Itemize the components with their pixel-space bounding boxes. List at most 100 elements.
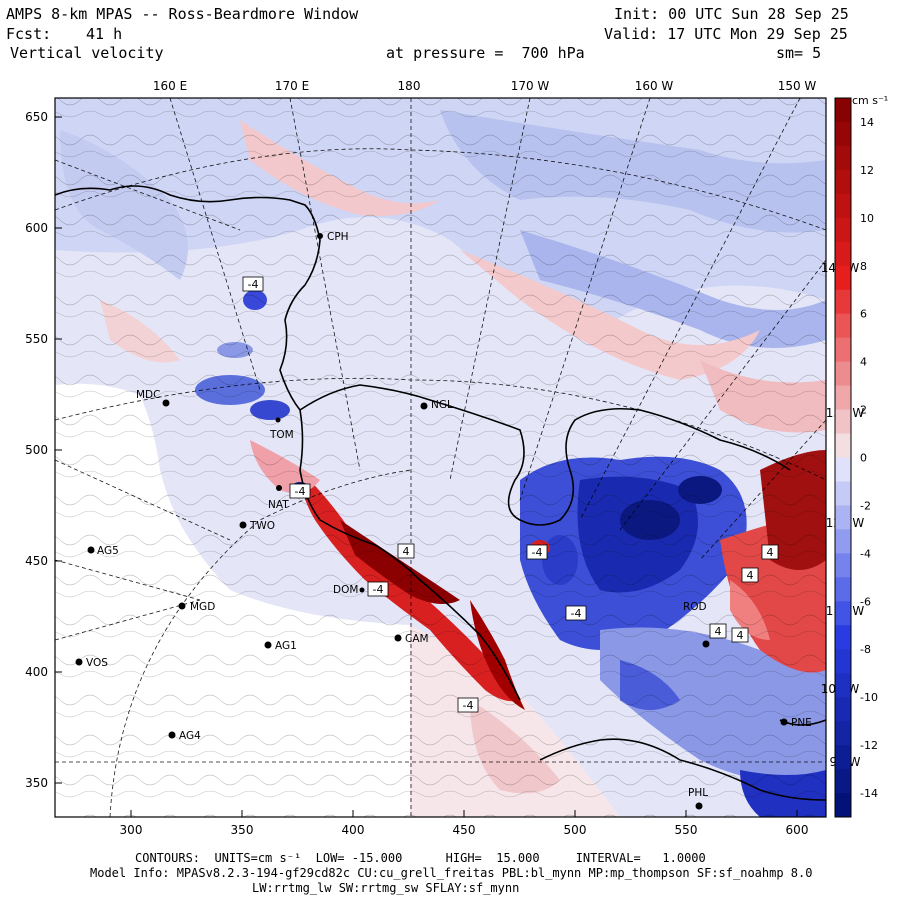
colorbar-units: cm s⁻¹: [852, 94, 888, 107]
valid-time: Valid: 17 UTC Mon 29 Sep 25: [604, 25, 848, 43]
colorbar-tick-label: 0: [860, 452, 867, 465]
svg-text:4: 4: [403, 545, 410, 558]
svg-text:TOM: TOM: [269, 429, 294, 441]
colorbar-step: [835, 241, 851, 267]
colorbar-tick-label: -2: [860, 499, 871, 512]
contour-label: -4: [242, 276, 264, 292]
colorbar-tick-label: 14: [860, 116, 874, 129]
colorbar-step: [835, 505, 851, 530]
svg-text:PNE: PNE: [791, 717, 812, 729]
x-label-400: 400: [342, 823, 365, 837]
svg-text:NGL: NGL: [431, 399, 453, 411]
colorbar-tick-label: 12: [860, 164, 874, 177]
colorbar-tick-label: -10: [860, 691, 878, 704]
coastline: [55, 185, 826, 801]
svg-text:AG4: AG4: [179, 730, 201, 742]
svg-text:MGD: MGD: [190, 601, 215, 613]
contour-label: 4: [397, 543, 415, 559]
svg-text:-4: -4: [463, 699, 474, 712]
colorbar-step: [835, 361, 851, 387]
colorbar-step: [835, 193, 851, 219]
colorbar-step: [835, 98, 851, 123]
lon-label-180: 180: [398, 79, 421, 93]
svg-text:AG1: AG1: [275, 640, 297, 652]
station-ag4: AG4: [168, 730, 201, 742]
svg-text:TWO: TWO: [249, 520, 275, 532]
station-cph: CPH: [317, 231, 349, 243]
colorbar-step: [835, 145, 851, 171]
colorbar-tick-label: -4: [860, 547, 871, 560]
colorbar-step: [835, 697, 851, 722]
svg-text:AG5: AG5: [97, 545, 119, 557]
contour-label: -4: [457, 697, 479, 713]
lon-label-160e: 160 E: [153, 79, 187, 93]
contour-label: 4: [709, 623, 727, 639]
svg-text:PHL: PHL: [688, 787, 708, 799]
colorbar-step: [835, 673, 851, 698]
svg-text:4: 4: [767, 546, 774, 559]
lon-label-160w: 160 W: [635, 79, 674, 93]
lon-label-170w: 170 W: [511, 79, 550, 93]
svg-text:4: 4: [747, 569, 754, 582]
contour-label: 4: [731, 627, 749, 643]
colorbar-step: [835, 649, 851, 674]
colorbar-step: [835, 217, 851, 243]
contour-label: 4: [741, 567, 759, 583]
contour-label: -4: [526, 544, 548, 560]
contours-info: CONTOURS: UNITS=cm s⁻¹ LOW= -15.000 HIGH…: [135, 851, 706, 865]
station-tom: TOM: [269, 417, 294, 441]
svg-text:4: 4: [737, 629, 744, 642]
svg-text:-4: -4: [295, 485, 306, 498]
y-label-450: 450: [25, 554, 48, 568]
svg-text:-4: -4: [248, 278, 259, 291]
svg-text:CAM: CAM: [405, 633, 429, 645]
station-cam: CAM: [394, 633, 429, 645]
lon-label-150w: 150 W: [778, 79, 817, 93]
contour-label: 4: [761, 544, 779, 560]
colorbar-step: [835, 409, 851, 435]
station-ag5: AG5: [87, 545, 119, 557]
colorbar-step: [835, 265, 851, 291]
colorbar-ticks: 14 12 10 8 6 4 2 0 -2 -4 -6 -8 -10 -12 -14: [860, 116, 878, 800]
contour-labels: -4 -4 4 -4 4 -4 4 4 -4 4 -4: [242, 276, 779, 713]
svg-text:ROD: ROD: [683, 601, 707, 613]
colorbar-step: [835, 121, 851, 147]
colorbar-step: [835, 289, 851, 315]
colorbar: [834, 97, 852, 818]
plot-frame: [54, 97, 827, 818]
colorbar-step: [835, 481, 851, 506]
colorbar-frame: [834, 97, 852, 818]
svg-text:MDC: MDC: [136, 389, 160, 401]
colorbar-tick-label: -14: [860, 787, 878, 800]
colorbar-step: [835, 385, 851, 411]
colorbar-step: [835, 169, 851, 195]
colorbar-step: [835, 553, 851, 578]
x-label-600: 600: [786, 823, 809, 837]
y-label-350: 350: [25, 776, 48, 790]
x-label-300: 300: [120, 823, 143, 837]
svg-text:-4: -4: [373, 583, 384, 596]
station-mgd: MGD: [178, 601, 215, 613]
x-label-500: 500: [564, 823, 587, 837]
colorbar-tick-label: 8: [860, 260, 867, 273]
y-label-500: 500: [25, 443, 48, 457]
station-ag1: AG1: [264, 640, 297, 652]
station-mdc: MDC: [136, 389, 170, 407]
svg-text:-4: -4: [571, 607, 582, 620]
axis-ticks: [55, 116, 798, 817]
contour-label: -4: [565, 605, 587, 621]
colorbar-tick-label: -6: [860, 595, 871, 608]
colorbar-tick-label: 4: [860, 356, 867, 369]
smoothing: sm= 5: [776, 44, 822, 62]
colorbar-step: [835, 457, 851, 482]
colorbar-tick-label: -12: [860, 739, 878, 752]
colorbar-tick-label: 10: [860, 212, 874, 225]
colorbar-step: [835, 529, 851, 554]
chart-title: AMPS 8-km MPAS -- Ross-Beardmore Window: [6, 5, 359, 23]
colorbar-step: [835, 337, 851, 363]
colorbar-step: [835, 313, 851, 339]
svg-text:VOS: VOS: [86, 657, 108, 669]
station-nat: NAT: [268, 485, 289, 511]
station-pne: PNE: [780, 717, 812, 729]
